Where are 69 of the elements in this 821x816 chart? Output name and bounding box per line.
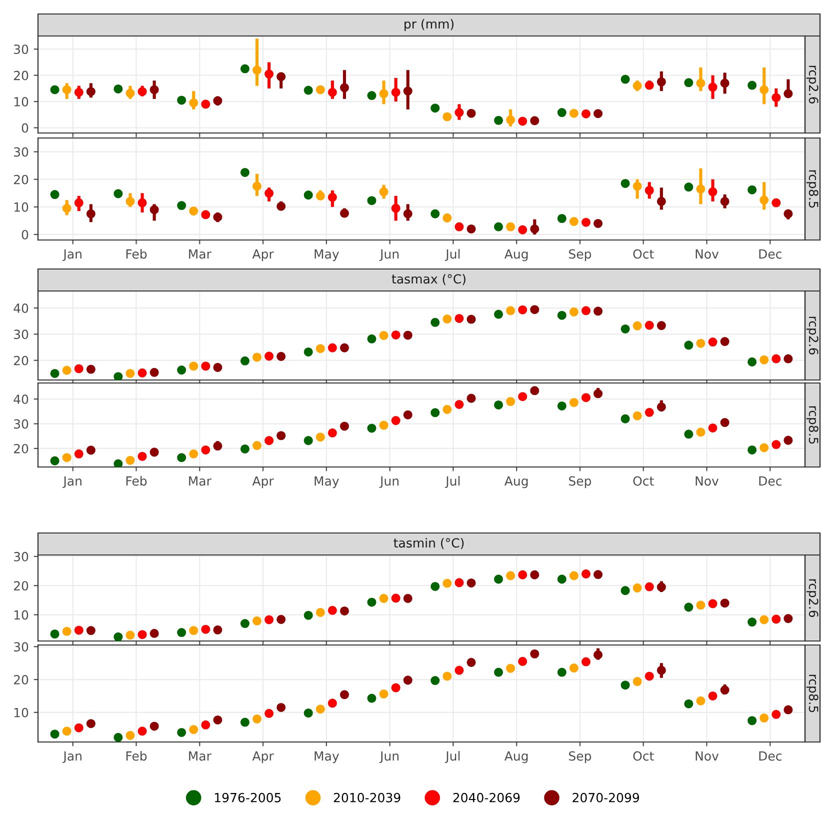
x-tick-label: Mar xyxy=(189,476,212,486)
text: rcp8.5 xyxy=(806,170,818,208)
x-tick-label: Nov xyxy=(696,476,719,486)
x-tick-label: Jan xyxy=(62,751,82,764)
x-tick-label: Sep xyxy=(569,249,592,262)
x-tick-label: Dec xyxy=(759,476,782,486)
x-tick-label: Sep xyxy=(569,751,592,764)
y-tick-label: 10 xyxy=(14,97,28,106)
x-tick-label: Jan xyxy=(62,249,82,262)
chart-title: pr (mm) xyxy=(404,18,454,32)
y-tick-label: 20 xyxy=(14,174,28,184)
x-tick-label: May xyxy=(314,249,339,262)
y-tick-label: 10 xyxy=(14,202,28,212)
chart-title: tasmax (°C) xyxy=(392,274,466,286)
y-tick-label: 20 xyxy=(14,674,28,684)
x-tick-label: Apr xyxy=(252,476,274,488)
y-tick-label: 10 xyxy=(14,708,28,718)
x-tick-label: Nov xyxy=(696,249,719,259)
legend-label: 2010-2039 xyxy=(334,792,400,802)
text: rcp8.5 xyxy=(806,674,818,712)
x-tick-label: Jul xyxy=(445,249,460,262)
text: rcp2.6 xyxy=(806,316,818,354)
x-tick-label: Feb xyxy=(126,476,147,486)
y-tick-label: 30 xyxy=(14,44,28,54)
x-tick-label: Oct xyxy=(633,476,654,486)
x-tick-label: Jul xyxy=(445,751,460,764)
y-tick-label: 30 xyxy=(14,147,28,157)
x-tick-label: Jun xyxy=(379,476,399,488)
y-tick-label: 10 xyxy=(14,610,28,620)
text: rcp8.5 xyxy=(806,406,818,444)
x-tick-label: Feb xyxy=(126,751,147,761)
x-tick-label: Feb xyxy=(126,249,147,259)
x-tick-label: Mar xyxy=(189,751,212,761)
x-tick-label: May xyxy=(314,751,339,764)
y-tick-label: 20 xyxy=(14,581,28,591)
y-tick-label: 40 xyxy=(14,394,28,404)
x-tick-label: Mar xyxy=(189,249,212,259)
x-tick-label: Jan xyxy=(62,476,82,488)
y-tick-label: 30 xyxy=(14,552,28,562)
x-tick-label: May xyxy=(314,476,339,488)
y-tick-label: 30 xyxy=(14,330,28,340)
legend-label: 2040-2069 xyxy=(453,792,520,802)
text: rcp2.6 xyxy=(806,66,818,104)
x-tick-label: Jun xyxy=(379,751,399,764)
x-tick-label: Dec xyxy=(759,249,782,259)
x-tick-label: Dec xyxy=(759,751,782,761)
x-tick-label: Oct xyxy=(633,249,654,259)
x-tick-label: Jul xyxy=(445,476,460,488)
legend-label: 1976-2005 xyxy=(214,792,281,802)
chart-title: tasmin (°C) xyxy=(394,538,464,550)
y-tick-label: 20 xyxy=(14,70,28,80)
x-tick-label: Apr xyxy=(252,249,274,262)
y-tick-label: 0 xyxy=(22,230,28,240)
legend-label: 2070-2099 xyxy=(572,792,640,802)
y-tick-label: 30 xyxy=(14,419,28,429)
x-tick-label: Nov xyxy=(696,751,719,761)
y-tick-label: 20 xyxy=(14,356,28,366)
x-tick-label: Jun xyxy=(379,249,399,262)
y-tick-label: 30 xyxy=(14,642,28,652)
x-tick-label: Apr xyxy=(252,751,274,764)
text: rcp2.6 xyxy=(806,579,818,617)
y-tick-label: 0 xyxy=(22,123,28,133)
x-tick-label: Sep xyxy=(569,476,592,488)
x-tick-label: Oct xyxy=(633,751,654,761)
x-tick-label: Aug xyxy=(504,751,528,764)
y-tick-label: 40 xyxy=(14,303,28,313)
x-tick-label: Aug xyxy=(504,249,528,262)
x-tick-label: Aug xyxy=(504,476,528,488)
y-tick-label: 20 xyxy=(14,444,28,454)
